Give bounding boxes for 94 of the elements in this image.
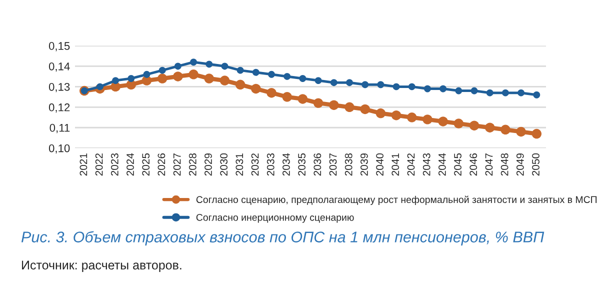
point bbox=[376, 108, 386, 118]
x-tick-label: 2040 bbox=[376, 153, 384, 176]
x-tick-label: 2038 bbox=[344, 153, 352, 176]
point bbox=[282, 92, 292, 102]
point bbox=[173, 72, 183, 82]
x-tick-label: 2046 bbox=[470, 153, 478, 176]
x-tick-label: 2036 bbox=[314, 153, 322, 176]
x-tick-label: 2023 bbox=[110, 153, 118, 176]
point bbox=[330, 79, 338, 86]
point bbox=[266, 88, 276, 98]
point bbox=[143, 70, 150, 78]
point bbox=[470, 87, 478, 94]
x-tick-label: 2025 bbox=[142, 153, 150, 176]
point bbox=[392, 83, 400, 90]
text: Рис. 3. Объем страховых взносов по ОПС на 1 млн пенсионеров, % ВВП bbox=[21, 231, 544, 246]
point bbox=[268, 70, 275, 78]
point bbox=[360, 104, 370, 114]
point bbox=[204, 74, 214, 84]
point bbox=[346, 79, 353, 86]
x-tick-label: 2048 bbox=[500, 153, 508, 176]
y-tick-label: 0,10 bbox=[48, 144, 70, 154]
x-tick-label: 2049 bbox=[516, 153, 524, 176]
x-tick-label: 2031 bbox=[236, 153, 244, 176]
point bbox=[174, 62, 182, 70]
x-tick-label: 2047 bbox=[485, 153, 493, 176]
point bbox=[408, 83, 416, 90]
x-tick-label: 2035 bbox=[298, 153, 306, 176]
x-tick-label: 2050 bbox=[532, 153, 540, 176]
point bbox=[500, 124, 510, 135]
point bbox=[516, 126, 526, 137]
point bbox=[158, 66, 166, 74]
x-tick-label: 2033 bbox=[266, 153, 274, 176]
point bbox=[313, 98, 324, 108]
point bbox=[502, 89, 509, 96]
point bbox=[440, 85, 447, 92]
point bbox=[299, 75, 306, 82]
point bbox=[284, 72, 291, 80]
x-tick-label: 2022 bbox=[95, 153, 103, 176]
point bbox=[391, 110, 402, 120]
x-tick-label: 2021 bbox=[80, 153, 88, 176]
x-tick-label: 2032 bbox=[251, 153, 259, 176]
point bbox=[344, 102, 354, 112]
x-tick-label: 2042 bbox=[407, 153, 415, 176]
point bbox=[407, 112, 417, 122]
point bbox=[424, 85, 431, 92]
x-tick-label: 2044 bbox=[438, 153, 446, 176]
point bbox=[377, 81, 384, 88]
point bbox=[469, 120, 480, 130]
point bbox=[455, 87, 462, 94]
x-tick-label: 2030 bbox=[220, 153, 228, 176]
y-tick-label: 0,12 bbox=[48, 103, 70, 113]
point bbox=[454, 118, 464, 128]
point bbox=[188, 70, 198, 80]
point bbox=[532, 128, 542, 139]
x-tick-label: 2034 bbox=[282, 153, 290, 176]
point bbox=[235, 80, 246, 90]
y-tick-label: 0,11 bbox=[50, 124, 70, 134]
point bbox=[533, 91, 540, 98]
point bbox=[362, 81, 369, 88]
point bbox=[438, 116, 448, 126]
y-tick-label: 0,15 bbox=[48, 42, 70, 52]
x-tick-label: 2043 bbox=[422, 153, 430, 176]
point bbox=[486, 89, 494, 96]
x-tick-label: 2037 bbox=[329, 153, 337, 176]
point bbox=[112, 77, 120, 84]
x-tick-label: 2028 bbox=[188, 153, 196, 176]
text: Источник: расчеты авторов. bbox=[22, 260, 182, 272]
point bbox=[252, 68, 260, 76]
y-tick-label: 0,14 bbox=[48, 62, 70, 72]
point bbox=[518, 89, 525, 96]
x-tick-label: 2026 bbox=[158, 153, 166, 176]
point bbox=[206, 60, 213, 68]
x-tick-label: 2029 bbox=[204, 153, 212, 176]
point bbox=[314, 77, 322, 84]
point bbox=[128, 75, 135, 82]
x-tick-label: 2024 bbox=[126, 153, 134, 176]
legend-label: Согласно сценарию, предполагающему рост неформальной занятости и занятых в МСП bbox=[196, 196, 597, 205]
x-tick-label: 2041 bbox=[392, 153, 400, 176]
x-tick-label: 2039 bbox=[360, 153, 368, 176]
point bbox=[298, 94, 308, 104]
point bbox=[251, 84, 261, 94]
point bbox=[157, 74, 168, 84]
x-tick-label: 2027 bbox=[173, 153, 181, 176]
legend-label: Согласно инерционному сценарию bbox=[196, 214, 354, 223]
point bbox=[484, 122, 495, 132]
point bbox=[190, 58, 197, 66]
point bbox=[96, 83, 104, 90]
point bbox=[329, 100, 339, 110]
y-tick-label: 0,13 bbox=[48, 82, 70, 92]
x-tick-label: 2045 bbox=[454, 153, 462, 176]
point bbox=[236, 66, 244, 74]
point bbox=[221, 62, 228, 70]
point bbox=[220, 76, 230, 86]
point bbox=[422, 114, 432, 124]
